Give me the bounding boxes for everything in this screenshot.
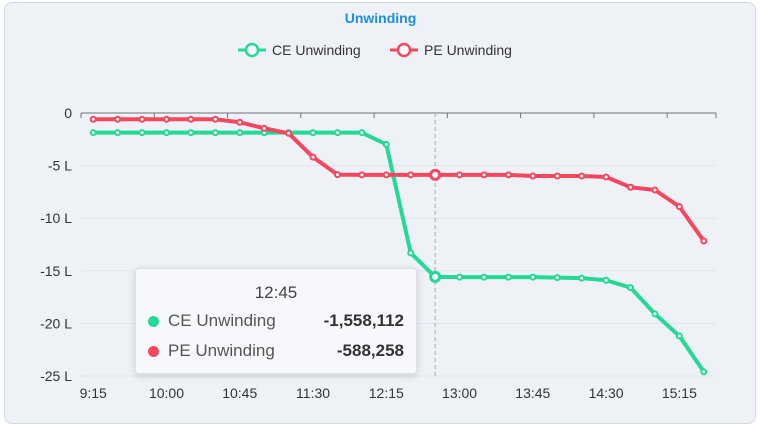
- x-tick-label: 15:15: [662, 385, 697, 401]
- x-tick-label: 10:45: [222, 385, 257, 401]
- tooltip-row-pe: PE Unwinding -588,258: [148, 341, 404, 361]
- data-point: [480, 273, 488, 281]
- ce-dot-icon: [148, 315, 159, 327]
- chart-title: Unwinding: [344, 10, 417, 26]
- y-tick-label: 0: [64, 105, 72, 121]
- x-tick-label: 14:30: [589, 385, 624, 401]
- y-tick-label: -20 L: [40, 315, 72, 331]
- tooltip-pe-value: -588,258: [336, 341, 404, 360]
- data-point: [285, 129, 293, 137]
- data-point: [333, 129, 341, 137]
- data-point: [211, 115, 219, 123]
- series-line-ce: [93, 130, 706, 373]
- tooltip-pe-name: PE Unwinding: [168, 341, 275, 360]
- data-point: [504, 171, 512, 179]
- tooltip-ce-value: -1,558,112: [323, 311, 404, 330]
- tooltip: 12:45 CE Unwinding -1,558,112 PE Unwindi…: [135, 268, 417, 374]
- data-point: [187, 129, 195, 137]
- data-point: [675, 332, 683, 340]
- data-point: [187, 115, 195, 123]
- data-point: [429, 270, 442, 283]
- data-point: [382, 140, 390, 148]
- tooltip-ce-name: CE Unwinding: [168, 311, 276, 330]
- data-point: [700, 368, 708, 376]
- x-tick-label: 12:15: [369, 385, 404, 401]
- data-point: [114, 129, 122, 137]
- data-point: [651, 310, 659, 318]
- data-point: [456, 273, 464, 281]
- data-point: [553, 172, 561, 180]
- data-point: [382, 171, 390, 179]
- data-point: [675, 203, 683, 211]
- data-point: [260, 124, 268, 132]
- data-point: [602, 173, 610, 181]
- data-point: [602, 276, 610, 284]
- data-point: [89, 115, 97, 123]
- y-tick-label: -25 L: [40, 368, 72, 384]
- data-point: [162, 129, 170, 137]
- y-tick-label: -5 L: [48, 158, 72, 174]
- data-point: [407, 249, 415, 257]
- data-point: [578, 274, 586, 282]
- data-point: [553, 274, 561, 282]
- data-point: [407, 171, 415, 179]
- pe-dot-icon: [148, 345, 159, 357]
- tooltip-time: 12:45: [254, 283, 298, 302]
- data-point: [138, 129, 146, 137]
- y-tick-label: -10 L: [40, 210, 72, 226]
- data-point: [529, 273, 537, 281]
- data-point: [358, 129, 366, 137]
- x-tick-label: 13:00: [442, 385, 477, 401]
- data-point: [578, 172, 586, 180]
- legend-marker-icon: [396, 42, 412, 58]
- data-point: [504, 273, 512, 281]
- x-tick-label: 13:45: [515, 385, 550, 401]
- data-point: [211, 129, 219, 137]
- data-point: [358, 171, 366, 179]
- data-point: [456, 171, 464, 179]
- y-tick-label: -15 L: [40, 263, 72, 279]
- data-point: [309, 129, 317, 137]
- legend-marker-icon: [244, 42, 260, 58]
- data-point: [236, 129, 244, 137]
- data-point: [627, 284, 635, 292]
- series-line-pe: [93, 117, 706, 243]
- data-point: [700, 237, 708, 245]
- legend-label: CE Unwinding: [272, 42, 361, 58]
- data-point: [162, 115, 170, 123]
- data-point: [333, 171, 341, 179]
- data-point: [309, 153, 317, 161]
- data-point: [480, 171, 488, 179]
- data-point: [627, 183, 635, 191]
- x-tick-label: 9:15: [80, 385, 107, 401]
- data-point: [138, 115, 146, 123]
- data-point: [429, 168, 442, 181]
- data-point: [114, 115, 122, 123]
- x-tick-label: 10:00: [149, 385, 184, 401]
- x-tick-label: 11:30: [296, 385, 330, 401]
- tooltip-row-ce: CE Unwinding -1,558,112: [148, 311, 404, 331]
- data-point: [529, 172, 537, 180]
- legend-label: PE Unwinding: [424, 42, 512, 58]
- data-point: [236, 118, 244, 126]
- data-point: [651, 186, 659, 194]
- data-point: [89, 129, 97, 137]
